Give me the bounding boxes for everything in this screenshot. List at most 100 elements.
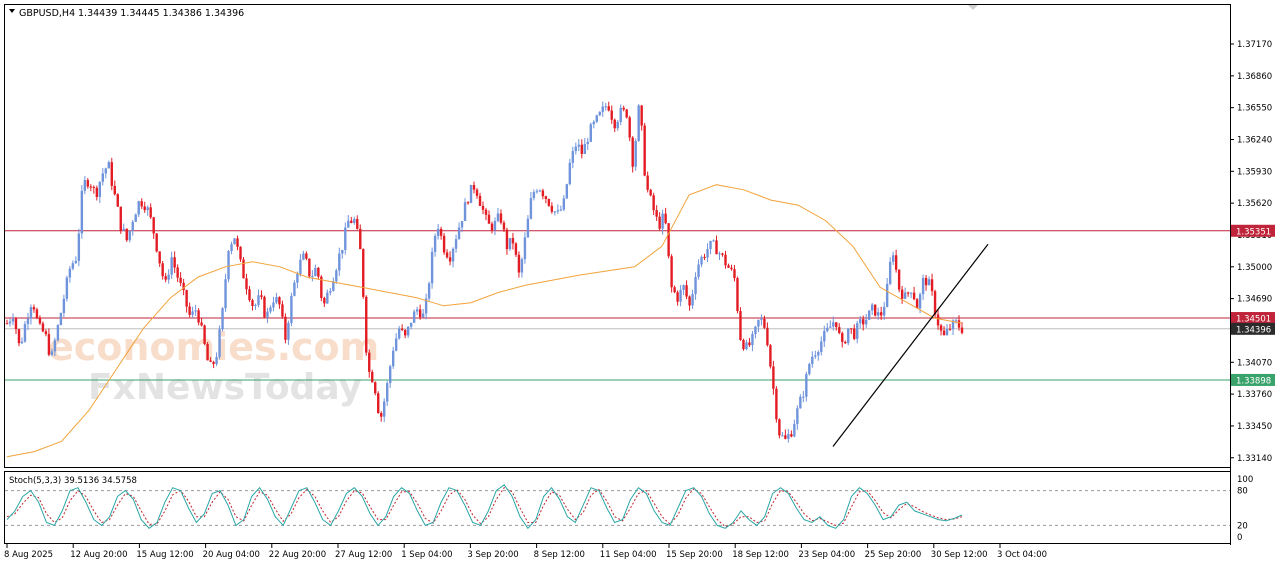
candle-body — [556, 210, 560, 212]
candle-body — [775, 388, 778, 420]
candle-body — [691, 294, 694, 306]
candle-body — [829, 326, 832, 328]
candle-body — [876, 312, 880, 316]
candle-body — [853, 328, 856, 339]
candle-body — [679, 289, 682, 302]
candle-body — [92, 186, 96, 188]
candle-body — [511, 238, 515, 244]
support-price-label: 1.33898 — [1236, 376, 1271, 386]
candle-body — [873, 304, 877, 316]
candle-body — [74, 260, 78, 264]
candle-body — [287, 322, 290, 340]
candle-body — [610, 110, 613, 120]
candle-body — [44, 331, 48, 335]
candle-body — [442, 235, 446, 253]
candle-body — [948, 328, 952, 330]
candle-body — [484, 209, 488, 215]
candle-body — [520, 259, 524, 273]
x-tick-label: 3 Sep 20:00 — [467, 550, 518, 560]
y-tick-label: 1.33450 — [1237, 422, 1272, 432]
candle-body — [302, 253, 305, 260]
candle-body — [194, 310, 197, 312]
y-tick-label: 1.36240 — [1237, 135, 1272, 145]
candle-body — [481, 205, 485, 210]
candle-body — [122, 228, 125, 231]
candle-body — [263, 296, 266, 318]
candle-body — [565, 184, 569, 199]
candle-body — [808, 364, 811, 375]
candle-body — [397, 328, 401, 339]
candle-body — [338, 253, 341, 271]
candle-body — [433, 235, 437, 252]
candle-body — [332, 281, 335, 291]
candle-body — [308, 258, 311, 277]
candle-body — [730, 267, 733, 270]
stoch-signal-line[interactable] — [6, 487, 963, 528]
candle-body — [113, 185, 116, 195]
candle-body — [505, 229, 509, 250]
candle-body — [778, 419, 781, 436]
stoch-tick-label: 80 — [1237, 487, 1248, 497]
candle-body — [26, 318, 30, 325]
candle-body — [200, 322, 203, 326]
candle-body — [796, 408, 799, 424]
candle-body — [517, 254, 521, 273]
trend-line[interactable] — [832, 243, 989, 447]
candle-body — [448, 257, 452, 262]
candle-body — [487, 214, 491, 224]
candle-body — [655, 210, 658, 217]
candle-body — [535, 191, 539, 193]
candle-body — [616, 121, 619, 129]
candle-body — [894, 255, 898, 270]
candle-body — [197, 310, 200, 323]
candle-body — [867, 310, 871, 320]
candle-body — [98, 181, 102, 197]
candle-body — [718, 253, 721, 255]
ohlc-values: 1.34439 1.34445 1.34386 1.34396 — [78, 8, 244, 19]
candle-body — [634, 140, 637, 167]
candle-body — [715, 240, 718, 255]
one-click-trade-icon[interactable] — [968, 5, 978, 10]
candle-body — [173, 257, 176, 268]
candle-body — [140, 201, 143, 207]
candle-body — [547, 198, 551, 206]
candle-body — [882, 306, 886, 316]
candle-body — [496, 213, 500, 221]
candle-body — [754, 326, 757, 335]
candle-body — [460, 221, 464, 228]
candle-body — [406, 326, 410, 336]
candle-body — [182, 282, 185, 291]
candle-body — [116, 194, 119, 207]
candle-body — [897, 269, 901, 290]
candle-body — [787, 434, 790, 439]
candle-body — [374, 382, 377, 394]
candle-body — [272, 302, 275, 308]
x-tick-label: 22 Aug 20:00 — [269, 550, 326, 560]
candle-body — [158, 251, 161, 264]
stoch-tick-label: 20 — [1237, 521, 1248, 531]
candle-body — [721, 253, 724, 255]
candle-body — [658, 216, 661, 229]
candle-body — [739, 311, 742, 340]
candle-body — [209, 360, 212, 362]
moving-average-line[interactable] — [6, 184, 963, 458]
collapse-triangle-icon[interactable] — [9, 9, 15, 13]
candle-body — [724, 254, 727, 266]
candle-body — [32, 307, 36, 310]
y-tick-label: 1.36860 — [1237, 72, 1272, 82]
candle-body — [844, 341, 847, 344]
stoch-main-line[interactable] — [6, 484, 963, 530]
candle-body — [269, 307, 272, 312]
candle-body — [359, 228, 362, 250]
candle-body — [71, 263, 75, 269]
candle-body — [613, 119, 616, 129]
candle-body — [233, 238, 236, 245]
candle-body — [936, 314, 940, 326]
candle-body — [14, 318, 18, 330]
candle-body — [469, 184, 473, 203]
candle-body — [703, 256, 706, 258]
candle-body — [128, 230, 131, 241]
candle-body — [859, 319, 862, 324]
